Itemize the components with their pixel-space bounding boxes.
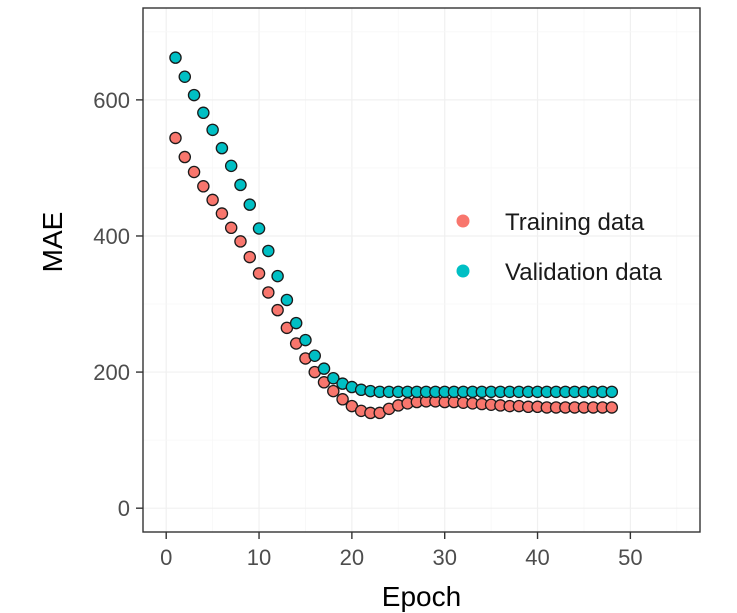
training-point bbox=[327, 384, 340, 398]
training-point bbox=[605, 401, 619, 414]
validation-point bbox=[224, 159, 238, 173]
grid-lines bbox=[143, 8, 700, 532]
x-tick-label: 40 bbox=[525, 545, 549, 570]
y-tick-label: 200 bbox=[93, 360, 130, 385]
training-point bbox=[336, 393, 349, 406]
training-point bbox=[169, 131, 182, 145]
training-point bbox=[197, 180, 210, 193]
plot-background bbox=[143, 8, 700, 532]
validation-point bbox=[271, 269, 284, 283]
validation-point bbox=[252, 222, 266, 235]
training-points bbox=[169, 131, 619, 420]
legend: Training data Validation data bbox=[456, 209, 663, 286]
training-point bbox=[252, 267, 266, 280]
validation-point bbox=[327, 371, 340, 385]
legend-label-validation: Validation data bbox=[505, 259, 663, 286]
legend-key-validation bbox=[456, 264, 470, 278]
training-point bbox=[178, 150, 192, 164]
validation-point bbox=[234, 178, 247, 192]
training-point bbox=[234, 235, 247, 248]
legend-label-training: Training data bbox=[505, 209, 645, 236]
validation-point bbox=[280, 293, 294, 307]
training-point bbox=[243, 250, 257, 264]
training-point bbox=[206, 193, 219, 207]
validation-point bbox=[605, 385, 619, 399]
validation-point bbox=[215, 141, 229, 155]
validation-points bbox=[169, 51, 619, 399]
y-axis-title: MAE bbox=[37, 212, 68, 273]
plot-border bbox=[142, 7, 701, 533]
x-tick-label: 10 bbox=[247, 545, 271, 570]
x-tick-label: 30 bbox=[432, 545, 456, 570]
y-axis: 0 200 400 600 bbox=[93, 88, 143, 521]
validation-point bbox=[308, 349, 321, 362]
x-tick-label: 0 bbox=[160, 545, 172, 570]
x-tick-label: 50 bbox=[618, 545, 642, 570]
x-tick-label: 20 bbox=[340, 545, 364, 570]
training-point bbox=[215, 207, 229, 220]
validation-point bbox=[262, 244, 275, 258]
y-tick-label: 400 bbox=[93, 224, 130, 249]
x-axis: 0 10 20 30 40 50 bbox=[160, 532, 643, 570]
training-point bbox=[271, 303, 284, 317]
y-tick-label: 0 bbox=[118, 496, 130, 521]
validation-point bbox=[206, 123, 219, 137]
training-point bbox=[224, 221, 238, 235]
legend-key-training bbox=[456, 214, 470, 228]
validation-point bbox=[197, 106, 210, 120]
validation-point bbox=[169, 51, 182, 64]
training-point bbox=[262, 286, 275, 299]
y-tick-label: 600 bbox=[93, 88, 130, 113]
x-axis-title: Epoch bbox=[382, 581, 461, 612]
validation-point bbox=[178, 70, 192, 83]
validation-point bbox=[289, 316, 303, 330]
validation-point bbox=[299, 333, 312, 347]
validation-point bbox=[243, 198, 257, 211]
training-point bbox=[187, 165, 201, 179]
validation-point bbox=[317, 362, 331, 375]
validation-point bbox=[187, 88, 201, 102]
